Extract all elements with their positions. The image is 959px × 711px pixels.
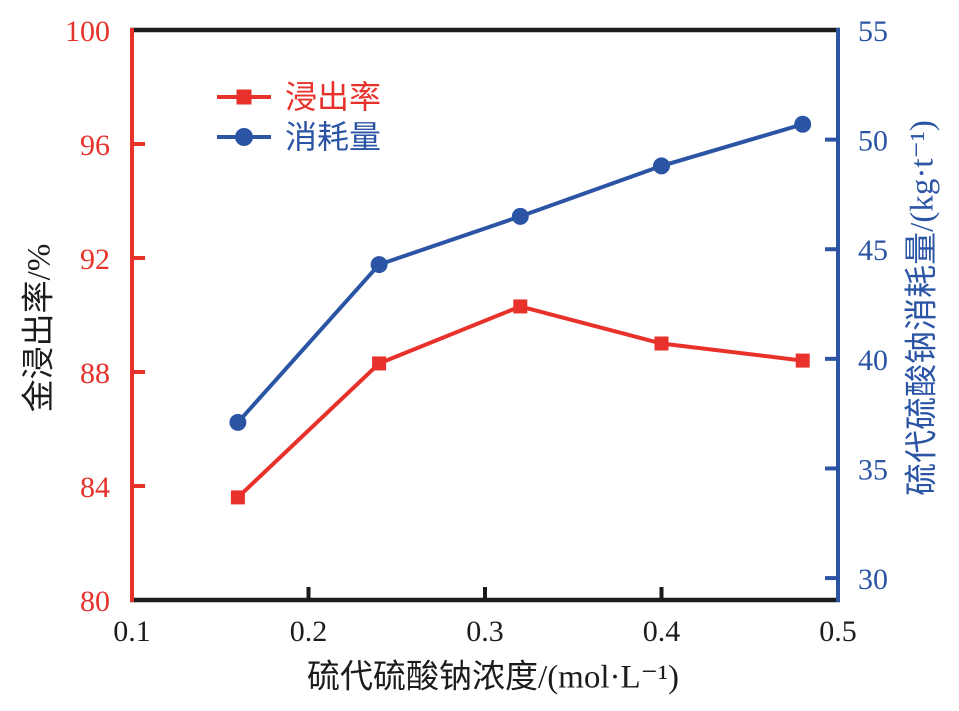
legend-item-consumption: 消耗量 [217, 117, 381, 157]
series-1-marker [229, 413, 247, 431]
series-1-marker [511, 207, 529, 225]
right-axis-title: 硫代硫酸钠消耗量/(kg·t⁻¹) [904, 120, 941, 496]
series-1-marker [370, 256, 388, 274]
x-tick-label: 0.5 [819, 615, 857, 648]
legend-circle-marker-icon [217, 126, 271, 148]
left-tick-label: 80 [80, 585, 110, 618]
series-0-marker [795, 353, 810, 368]
legend: 浸出率 消耗量 [217, 77, 381, 157]
right-tick-label: 45 [858, 234, 888, 267]
x-axis-title: 硫代硫酸钠浓度/(mol·L⁻¹) [307, 659, 679, 696]
x-tick-label: 0.4 [643, 615, 681, 648]
x-tick-label: 0.2 [290, 615, 328, 648]
series-0-marker [372, 356, 387, 371]
legend-square-marker-icon [217, 86, 271, 108]
series-0-marker [230, 490, 245, 505]
right-tick-label: 40 [858, 344, 888, 377]
legend-label-leaching-rate: 浸出率 [285, 79, 382, 115]
x-tick-label: 0.1 [113, 615, 151, 648]
series-1-marker [653, 157, 670, 175]
right-tick-label: 30 [858, 563, 888, 596]
left-tick-label: 96 [80, 129, 110, 162]
right-tick-label: 35 [858, 453, 888, 486]
series-0-marker [654, 336, 669, 351]
x-tick-label: 0.3 [466, 615, 504, 648]
legend-label-consumption: 消耗量 [285, 119, 382, 155]
left-tick-label: 84 [80, 471, 110, 504]
series-0-line [236, 304, 803, 499]
left-tick-label: 100 [65, 15, 110, 48]
right-tick-label: 50 [858, 125, 888, 158]
legend-item-leaching-rate: 浸出率 [217, 77, 381, 117]
series-1-marker [794, 115, 812, 133]
left-tick-label: 88 [80, 357, 110, 390]
right-tick-label: 55 [858, 15, 888, 48]
left-tick-label: 92 [80, 243, 110, 276]
left-axis-title: 金浸出率/% [21, 243, 58, 413]
series-1-line [236, 122, 804, 424]
series-0-marker [513, 299, 528, 314]
